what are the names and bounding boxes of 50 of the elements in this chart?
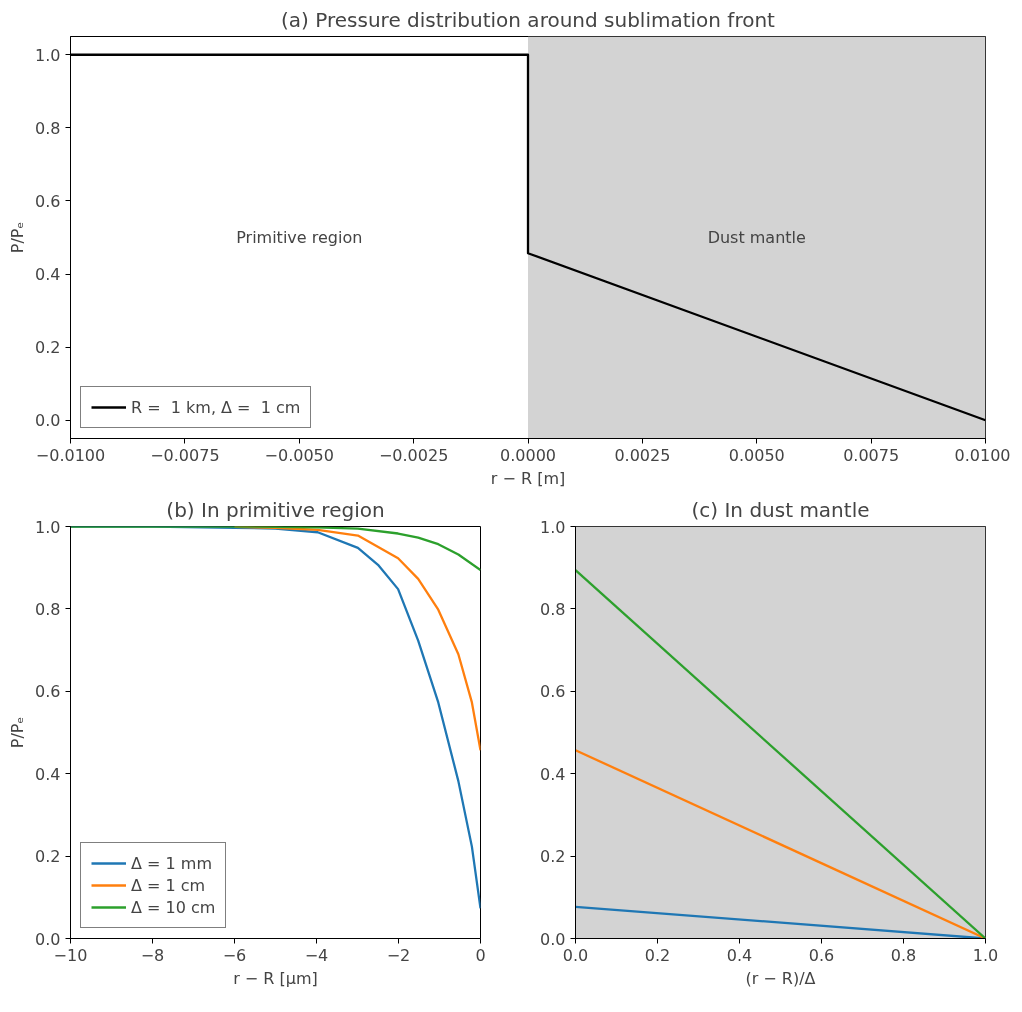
x-tick-label: 0.0025 [614,445,671,465]
line-series [70,526,481,572]
y-tick-label: 1.0 [35,45,61,65]
legend-label: Δ = 10 cm [131,897,216,917]
y-tick-label: 0.6 [35,682,61,702]
y-tick-label: 0.4 [35,764,61,784]
y-tick-label: 0.2 [35,338,61,358]
x-axis-title: (r − R)/Δ [745,968,816,988]
chart-title: (a) Pressure distribution around sublimation front [281,7,776,32]
y-tick-label: 0.8 [35,118,61,138]
x-tick-label: 0.2 [644,945,671,965]
legend-label: Δ = 1 mm [131,853,212,873]
x-tick-label: 0.8 [890,945,917,965]
y-tick-label: 1.0 [540,517,566,537]
band-label: Dust mantle [707,228,806,247]
x-tick-label: 0.0100 [954,445,1011,465]
chart-title: (b) In primitive region [166,497,385,522]
x-tick-label: 0 [475,945,486,965]
y-tick-label: 1.0 [35,517,61,537]
y-axis-title: P/Pₑ [8,221,28,254]
x-tick-label: −0.0100 [35,445,106,465]
y-tick-label: 0.0 [35,411,61,431]
x-tick-label: 1.0 [972,945,999,965]
x-tick-label: −6 [222,945,247,965]
y-tick-label: 0.4 [35,265,61,285]
x-tick-label: 0.0050 [728,445,785,465]
x-tick-label: 0.4 [726,945,753,965]
x-tick-label: 0.0000 [500,445,556,465]
x-tick-label: −8 [140,945,165,965]
x-axis-title: r − R [m] [490,468,566,488]
y-tick-label: 0.2 [35,847,61,867]
y-tick-label: 0.4 [540,764,566,784]
x-tick-label: −0.0075 [150,445,220,465]
x-tick-label: −0.0025 [378,445,449,465]
chart-title: (c) In dust mantle [691,497,870,522]
y-axis-title: P/Pₑ [8,716,28,749]
x-tick-label: −2 [386,945,411,965]
legend-label: Δ = 1 cm [131,875,206,895]
y-tick-label: 0.8 [35,599,61,619]
x-axis-title: r − R [μm] [233,968,318,988]
y-tick-label: 0.6 [35,191,61,211]
y-tick-label: 0.2 [540,847,566,867]
x-tick-label: 0.6 [808,945,835,965]
annotation: Primitive region [236,228,363,247]
y-tick-label: 0.8 [540,599,566,619]
legend-label: R = 1 km, Δ = 1 cm [131,397,301,417]
x-tick-label: −4 [304,945,329,965]
y-tick-label: 0.6 [540,682,566,702]
x-tick-label: 0.0075 [843,445,900,465]
x-tick-label: −0.0050 [264,445,334,465]
